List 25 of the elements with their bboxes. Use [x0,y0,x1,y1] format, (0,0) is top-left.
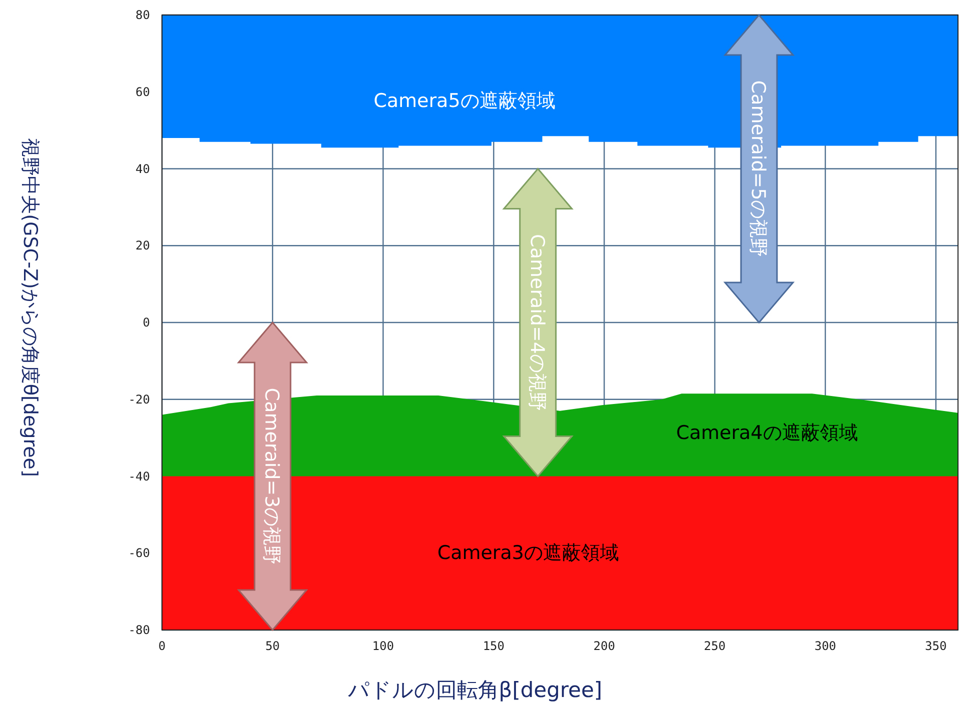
y-tick-label: 60 [136,84,150,99]
series-label: Camera5の遮蔽領域 [374,90,556,112]
annotation: Cameraid=5の視野 [747,80,769,258]
x-tick-label: 200 [593,639,616,653]
x-tick-label: 100 [372,639,394,653]
y-tick-label: 20 [136,238,150,253]
y-axis-title: 視野中央(GSC-Z)からの角度θ[degree] [19,138,41,477]
band-label: Camera3の遮蔽領域 [437,542,619,564]
x-tick-label: 150 [482,639,505,653]
annotation: Cameraid=4の視野 [526,234,548,411]
x-tick-label: 250 [704,639,726,653]
x-tick-label: 0 [158,639,166,653]
y-tick-label: -20 [128,392,150,406]
y-tick-label: -80 [128,623,150,637]
annotation: Cameraid=3の視野 [260,388,283,565]
series-label: Camera4の遮蔽領域 [676,422,858,444]
y-tick-label: -40 [128,469,150,484]
y-tick-label: 40 [136,162,150,176]
x-tick-label: 350 [925,639,947,653]
x-tick-label: 50 [265,639,280,653]
y-tick-label: 80 [136,8,150,22]
x-axis-title: パドルの回転角β[degree] [346,678,602,702]
y-tick-label: 0 [142,316,150,330]
x-tick-label: 300 [814,639,836,653]
y-tick-label: -60 [128,546,150,560]
